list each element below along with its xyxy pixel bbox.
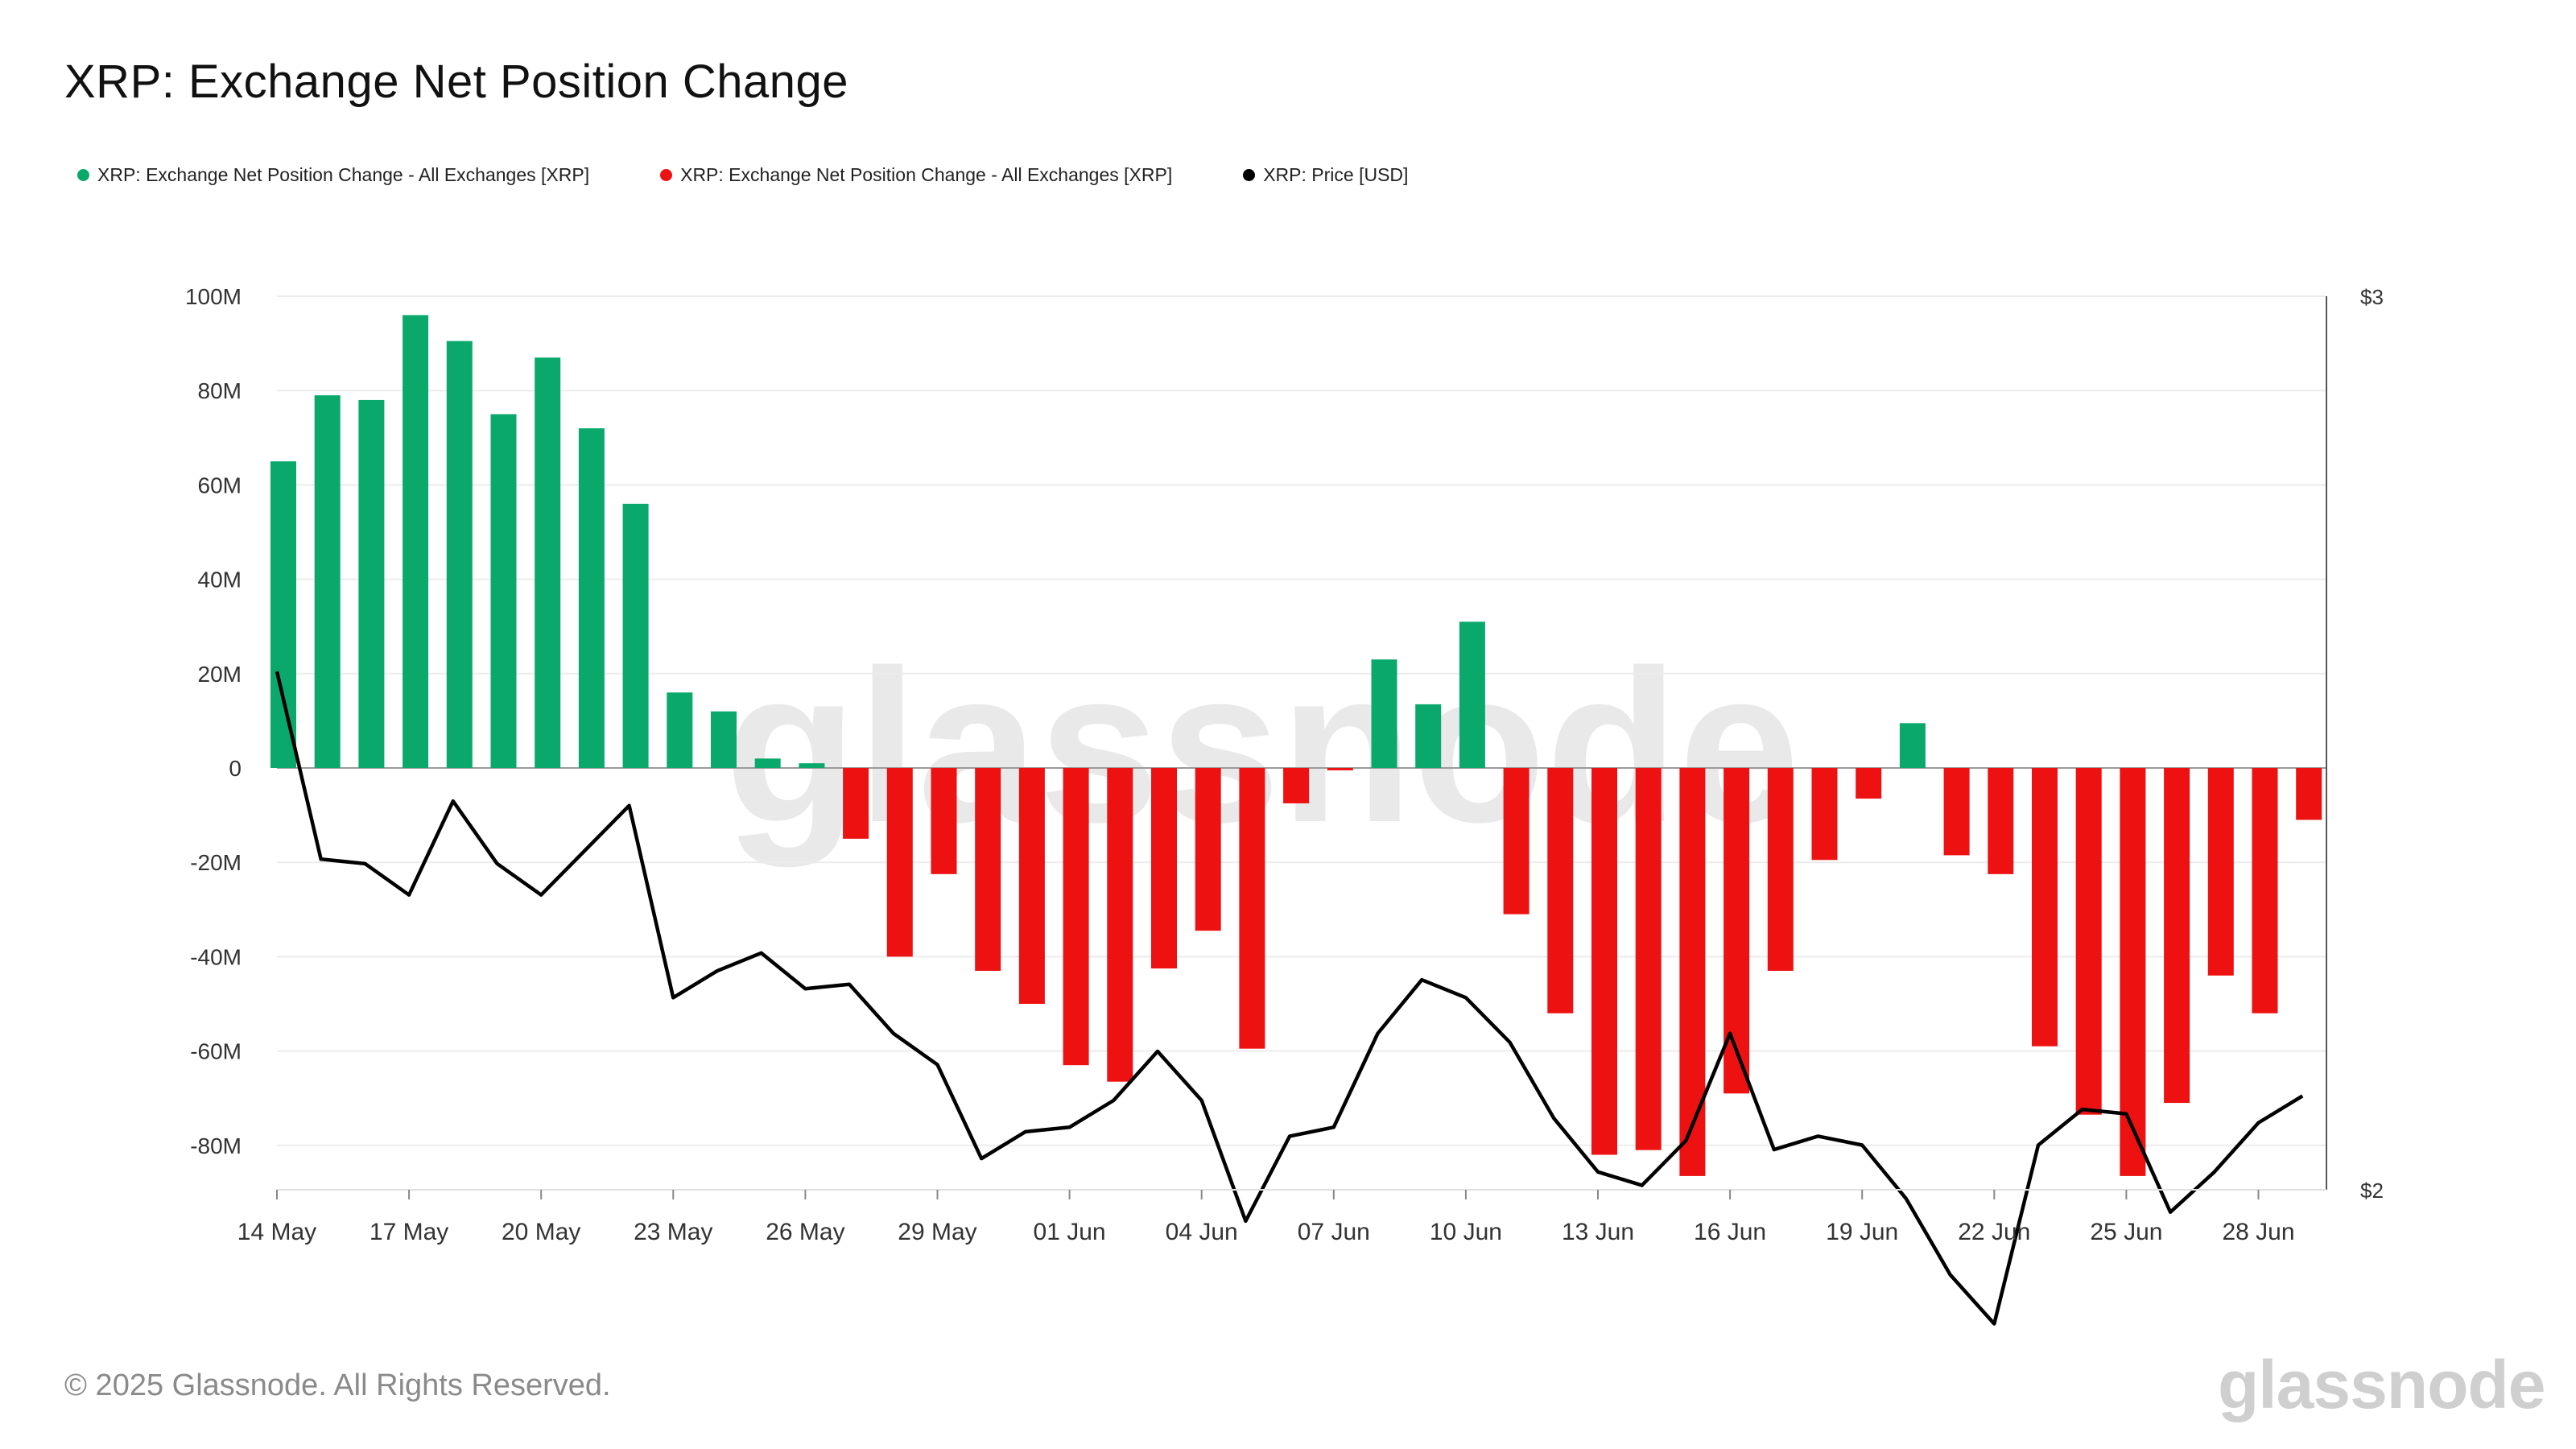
bar — [2207, 768, 2234, 976]
chart-title: XRP: Exchange Net Position Change — [64, 56, 849, 108]
bar — [1943, 768, 1970, 856]
x-tick-label: 16 Jun — [1694, 1219, 1766, 1245]
x-tick-label: 17 May — [369, 1219, 448, 1245]
bar — [1283, 768, 1310, 803]
y-tick-label: -60M — [190, 1039, 242, 1064]
y-tick-label: -40M — [190, 944, 242, 969]
bar — [2075, 768, 2102, 1115]
bar — [754, 758, 781, 768]
bar — [1591, 768, 1617, 1155]
bar — [2120, 768, 2146, 1176]
bar — [2296, 768, 2322, 820]
right-axis-tick-label: $3 — [2360, 285, 2384, 309]
bar — [1988, 768, 2014, 874]
x-tick-label: 07 Jun — [1298, 1219, 1370, 1245]
x-tick-label: 29 May — [898, 1219, 976, 1245]
y-tick-label: -20M — [190, 850, 242, 875]
bar — [2032, 768, 2058, 1046]
legend-dot-red — [660, 169, 673, 181]
bar — [1107, 768, 1133, 1082]
x-tick-label: 10 Jun — [1430, 1219, 1502, 1245]
bar — [1767, 768, 1794, 971]
bar — [2252, 768, 2278, 1013]
x-tick-label: 14 May — [237, 1219, 316, 1245]
right-axis-tick-label: $2 — [2360, 1179, 2384, 1203]
bar — [843, 768, 869, 839]
gridlines — [277, 295, 2326, 1146]
bar — [535, 357, 561, 768]
y-tick-label: 100M — [185, 284, 242, 309]
bar — [1724, 768, 1750, 1094]
bar — [1195, 768, 1221, 931]
legend-dot-green — [77, 169, 89, 181]
x-tick-label: 01 Jun — [1034, 1219, 1106, 1245]
bar — [1151, 768, 1177, 969]
bar — [314, 395, 341, 768]
bar — [1063, 768, 1089, 1066]
x-tick-label: 25 Jun — [2090, 1219, 2162, 1245]
bar — [931, 768, 957, 874]
bar — [358, 399, 385, 768]
x-tick-label: 23 May — [634, 1219, 712, 1245]
y-tick-label: 20M — [198, 662, 242, 687]
price-line — [275, 671, 2304, 1326]
legend-label: XRP: Exchange Net Position Change - All … — [680, 164, 1173, 185]
bar — [1415, 704, 1442, 768]
x-tick-label: 26 May — [766, 1219, 844, 1245]
bar — [1679, 768, 1706, 1176]
bar — [622, 503, 649, 768]
legend-dot-black — [1243, 169, 1256, 181]
y-tick-label: -80M — [190, 1133, 242, 1158]
bar — [446, 341, 473, 768]
x-tick-label: 22 Jun — [1958, 1219, 2030, 1245]
bar — [799, 763, 825, 768]
bar — [1459, 621, 1485, 768]
bar — [1635, 768, 1662, 1150]
bar-series — [270, 315, 2322, 1176]
y-tick-label: 0 — [229, 756, 242, 781]
bar — [711, 711, 737, 768]
bar — [667, 692, 693, 768]
glassnode-logo: glassnode — [2218, 1347, 2545, 1422]
y-tick-label: 80M — [198, 378, 242, 403]
y-tick-label: 60M — [198, 473, 242, 497]
chart-legend: XRP: Exchange Net Position Change - All … — [77, 164, 1479, 186]
bar — [578, 428, 605, 768]
legend-item-net-position-positive[interactable]: XRP: Exchange Net Position Change - All … — [77, 164, 589, 186]
price-line-series — [275, 671, 2304, 1326]
legend-label: XRP: Price [USD] — [1263, 164, 1409, 185]
bar — [1239, 768, 1265, 1049]
bar — [1018, 768, 1045, 1004]
bar — [1811, 768, 1838, 861]
axes: 100M 80M 60M 40M 20M 0 -20M -40M -60M -80M $3 $2 14 … — [185, 284, 2384, 1245]
y-tick-label: 40M — [198, 568, 242, 592]
bar — [270, 461, 296, 768]
x-tick-label: 19 Jun — [1826, 1219, 1898, 1245]
x-tick-label: 04 Jun — [1166, 1219, 1238, 1245]
copyright-footer: © 2025 Glassnode. All Rights Reserved. — [64, 1368, 611, 1402]
bar — [1327, 768, 1353, 770]
legend-label: XRP: Exchange Net Position Change - All … — [97, 164, 590, 185]
bar — [402, 315, 429, 768]
legend-item-net-position-negative[interactable]: XRP: Exchange Net Position Change - All … — [660, 164, 1172, 186]
bar — [2164, 768, 2190, 1104]
x-tick-label: 28 Jun — [2222, 1219, 2294, 1245]
legend-item-price[interactable]: XRP: Price [USD] — [1243, 164, 1408, 186]
bar — [1371, 659, 1397, 768]
bar — [975, 768, 1001, 971]
bar — [886, 768, 913, 957]
x-tick-label: 13 Jun — [1562, 1219, 1634, 1245]
bar — [1547, 768, 1574, 1013]
bar — [490, 414, 517, 768]
bar — [1503, 768, 1530, 914]
bar — [1899, 723, 1926, 768]
x-tick-label: 20 May — [502, 1219, 580, 1245]
bar — [1856, 768, 1882, 799]
